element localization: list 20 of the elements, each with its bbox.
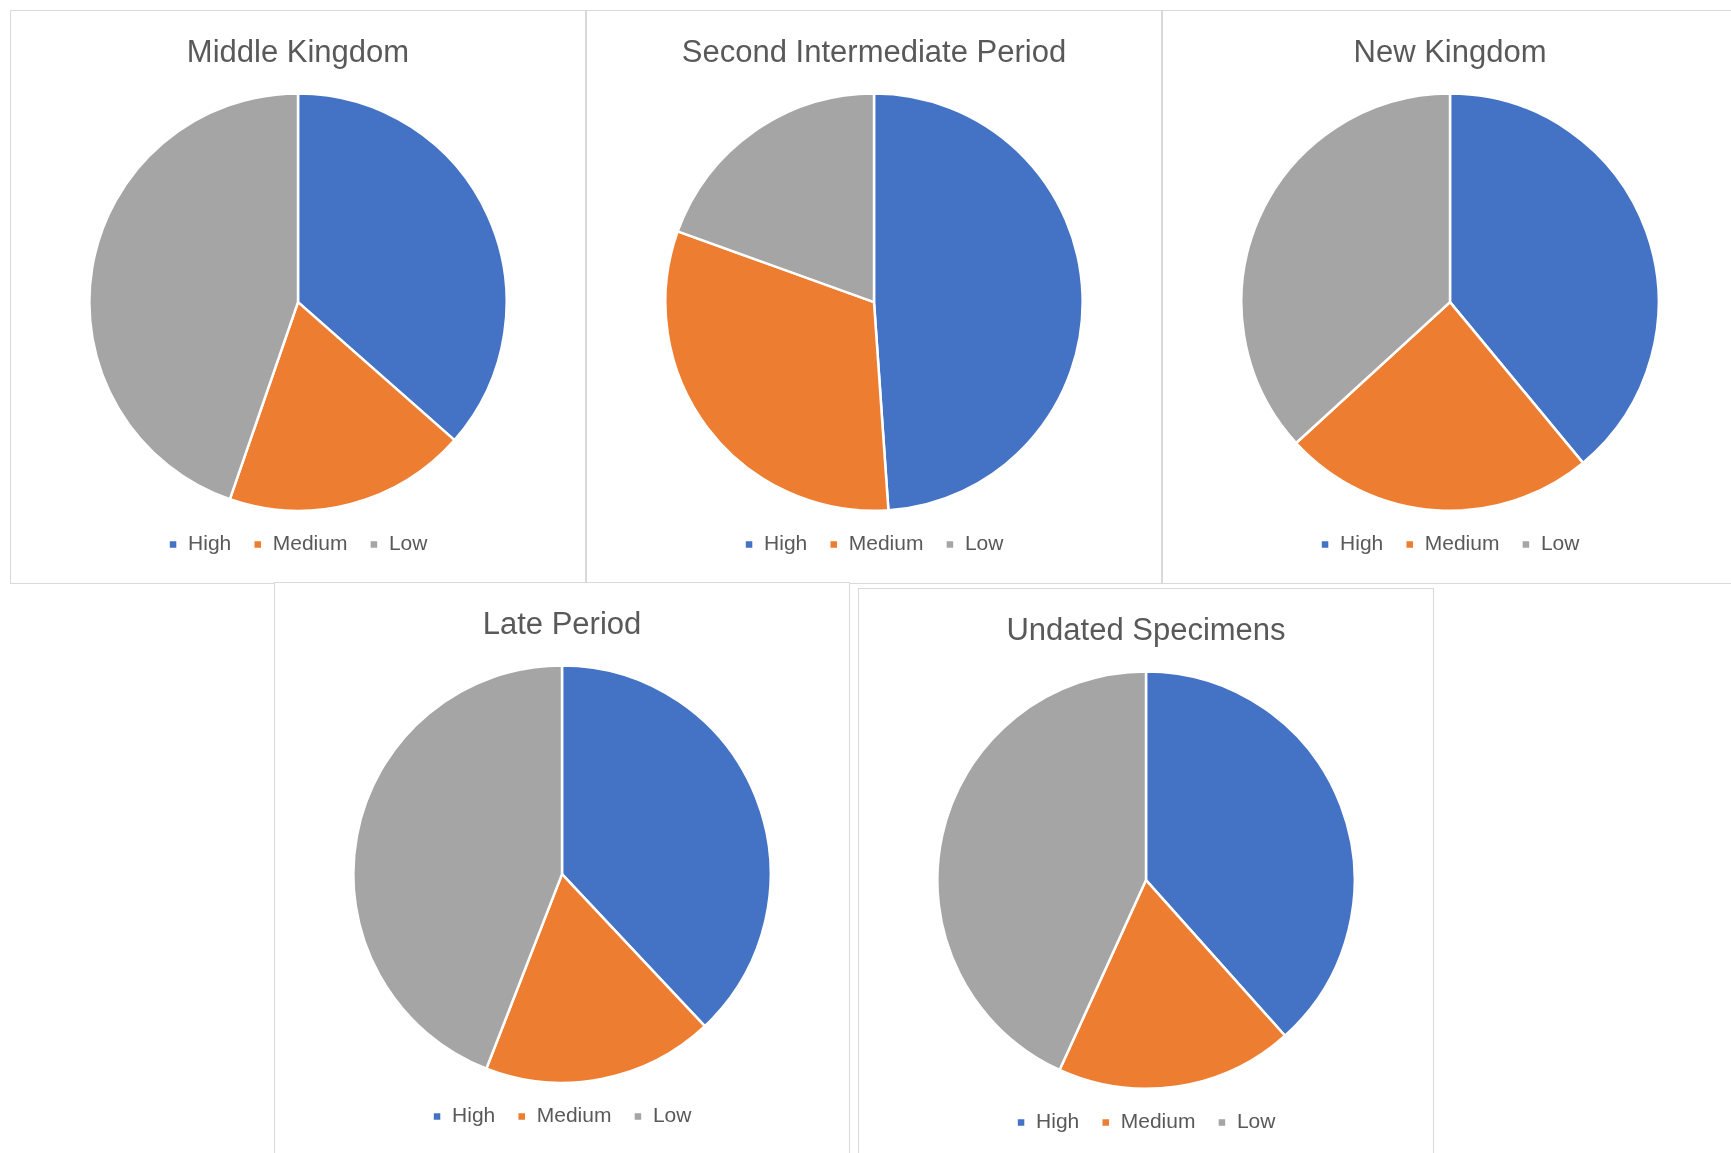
legend-label: Medium xyxy=(1424,531,1500,555)
legend-label: Medium xyxy=(1120,1109,1196,1133)
chart-title: Late Period xyxy=(482,606,642,642)
chart-title: New Kingdom xyxy=(1353,34,1547,70)
legend-label: Low xyxy=(1540,531,1581,555)
chart-title: Middle Kingdom xyxy=(186,34,410,70)
legend-label: High xyxy=(452,1103,496,1127)
legend-label: Low xyxy=(388,531,429,555)
legend-label: Medium xyxy=(848,531,924,555)
legend-label: High xyxy=(1036,1109,1080,1133)
legend-label: Medium xyxy=(536,1103,612,1127)
legend-label: Low xyxy=(652,1103,693,1127)
legend-label: High xyxy=(188,531,232,555)
chart-title: Undated Specimens xyxy=(1006,612,1286,648)
legend-label: Low xyxy=(964,531,1005,555)
legend-label: High xyxy=(764,531,808,555)
legend-label: High xyxy=(1340,531,1384,555)
legend-label: Medium xyxy=(272,531,348,555)
chart-title: Second Intermediate Period xyxy=(681,34,1067,70)
legend-label: Low xyxy=(1236,1109,1277,1133)
